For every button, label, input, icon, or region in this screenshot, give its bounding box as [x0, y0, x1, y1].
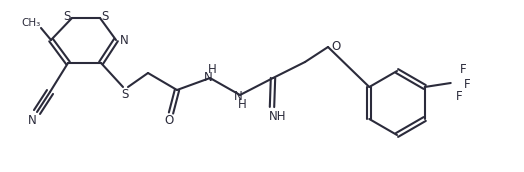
Text: O: O [331, 40, 341, 52]
Text: NH: NH [269, 110, 287, 122]
Text: O: O [165, 115, 173, 127]
Text: F: F [463, 78, 470, 90]
Text: F: F [455, 90, 462, 104]
Text: CH₃: CH₃ [21, 18, 41, 28]
Text: N: N [234, 89, 243, 103]
Text: H: H [237, 98, 246, 110]
Text: N: N [204, 71, 212, 83]
Text: F: F [460, 62, 466, 76]
Text: N: N [28, 114, 36, 126]
Text: S: S [101, 9, 108, 23]
Text: N: N [119, 34, 128, 46]
Text: S: S [122, 88, 129, 100]
Text: H: H [208, 62, 216, 76]
Text: S: S [63, 9, 71, 23]
